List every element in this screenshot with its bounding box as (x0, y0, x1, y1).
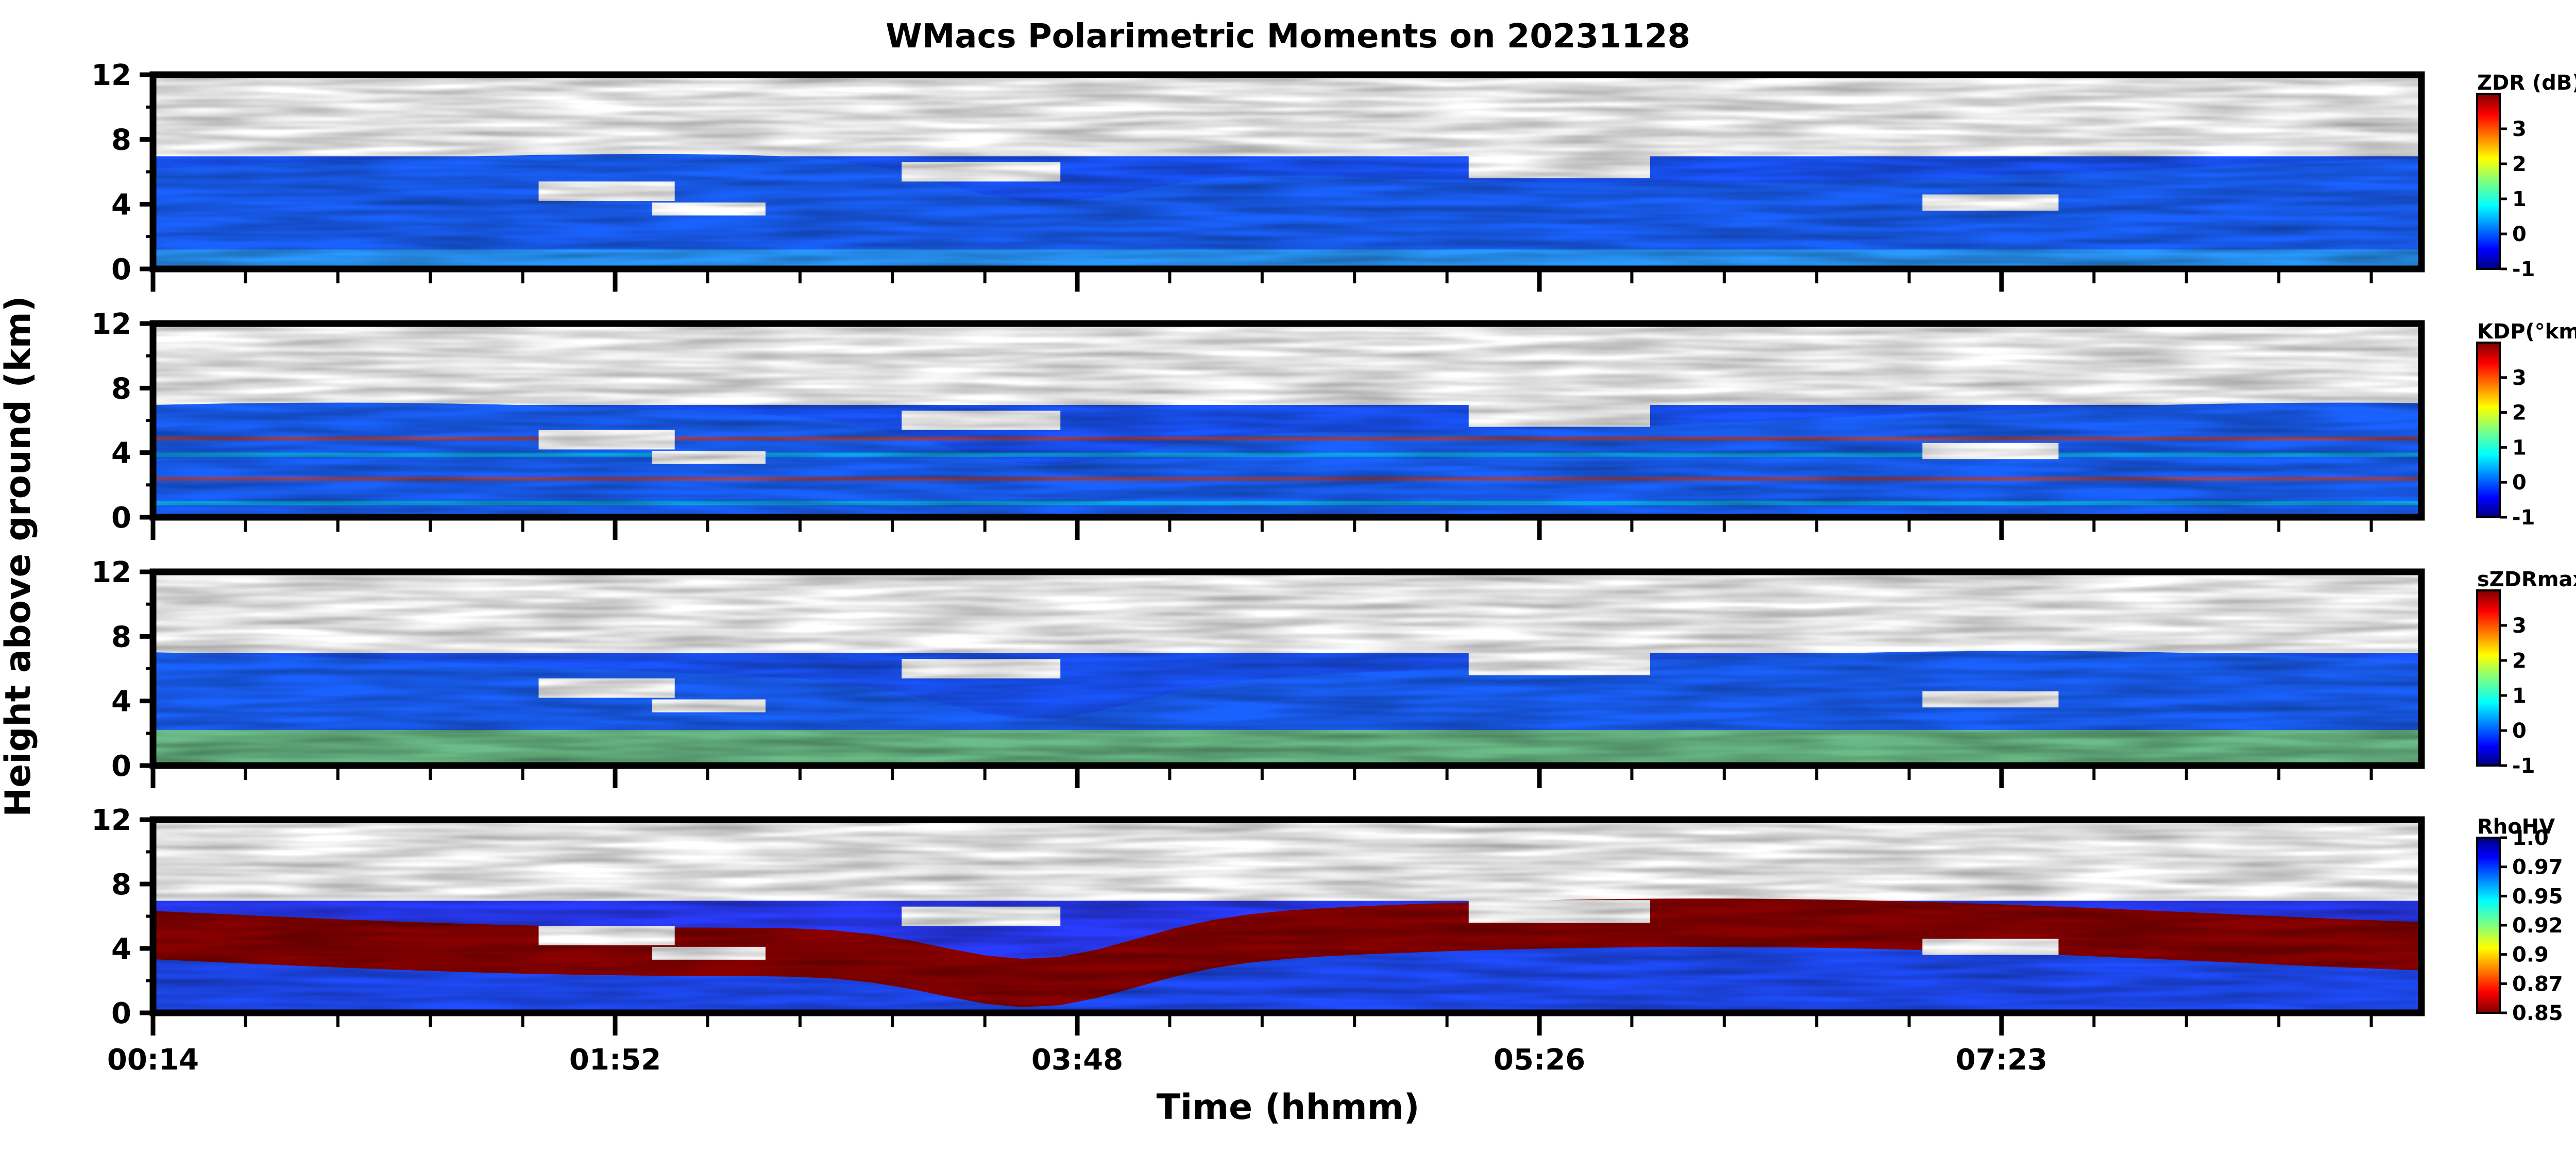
rhohv-colorbar: RhoHV 1.0 0.97 0.95 0.92 0.9 0.87 0.85 (2476, 815, 2563, 1025)
kdp-y-tick-label: 8 (111, 372, 131, 405)
kdp-colorbar-gradient (2476, 342, 2501, 518)
zdr-heatmap (153, 75, 2421, 269)
kdp-colorbar-tick-label: -1 (2512, 506, 2535, 530)
kdp-heatmap (153, 324, 2421, 517)
kdp-colorbar: KDP(°km⁻¹) 3 2 1 0 -1 (2476, 320, 2576, 530)
zdr-colorbar-tick-label: 0 (2512, 223, 2527, 246)
rhohv-x-tick-label: 05:26 (1494, 1043, 1585, 1077)
rhohv-colorbar-tick-label: 1.0 (2512, 826, 2549, 850)
kdp-colorbar-label: KDP(°km⁻¹) (2477, 320, 2576, 344)
rhohv-y-tick-label: 12 (91, 804, 131, 837)
szdrmax-heatmap (153, 572, 2421, 766)
zdr-colorbar-tick-label: 3 (2512, 117, 2527, 141)
kdp-heatmap-texture (153, 324, 2421, 517)
kdp-colorbar-tick-label: 0 (2512, 471, 2527, 495)
szdrmax-y-tick-label: 0 (111, 750, 131, 783)
rhohv-colorbar-label: RhoHV (2477, 815, 2555, 839)
kdp-colorbar-tick-label: 1 (2512, 436, 2527, 460)
szdrmax-y-tick-label: 12 (91, 556, 131, 589)
rhohv-heatmap (153, 820, 2421, 1013)
rhohv-colorbar-tick-label: 0.87 (2512, 972, 2563, 996)
kdp-y-tick-label: 12 (91, 308, 131, 341)
zdr-colorbar-tick-label: -1 (2512, 258, 2535, 281)
szdrmax-colorbar-label: sZDRmax(dB) (2477, 568, 2576, 591)
rhohv-colorbar-tick-label: 0.95 (2512, 885, 2563, 908)
rhohv-x-tick-label: 01:52 (569, 1043, 661, 1077)
zdr-colorbar-gradient (2476, 93, 2501, 270)
szdrmax-colorbar-tick-label: 3 (2512, 614, 2527, 638)
szdrmax-colorbar-gradient (2476, 589, 2501, 767)
zdr-y-tick-label: 12 (91, 59, 131, 92)
rhohv-heatmap-texture (153, 820, 2421, 1013)
rhohv-colorbar-tick-label: 0.85 (2512, 1002, 2563, 1025)
zdr-y-tick-label: 0 (111, 253, 131, 286)
rhohv-x-tick-label: 00:14 (107, 1043, 199, 1077)
zdr-colorbar-label: ZDR (dB) (2477, 71, 2576, 95)
kdp-y-tick-label: 4 (111, 437, 131, 470)
szdrmax-colorbar-tick-label: 0 (2512, 719, 2527, 743)
rhohv-colorbar-tick-label: 0.97 (2512, 856, 2563, 879)
figure-title: WMacs Polarimetric Moments on 20231128 (886, 18, 1690, 56)
panel-szdrmax: 0 4 8 12 sZDRmax(dB) 3 2 1 0 -1 (91, 556, 2576, 788)
kdp-colorbar-tick-label: 2 (2512, 401, 2527, 425)
panel-kdp: 0 4 8 12 KDP(°km⁻¹) 3 2 1 0 -1 (91, 308, 2576, 540)
szdrmax-colorbar-tick-label: -1 (2512, 754, 2535, 778)
zdr-colorbar: ZDR (dB) 3 2 1 0 -1 (2476, 71, 2576, 281)
rhohv-y-tick-label: 4 (111, 932, 131, 966)
rhohv-x-tick-label: 07:23 (1956, 1043, 2047, 1077)
rhohv-x-tick-label: 03:48 (1031, 1043, 1123, 1077)
szdrmax-colorbar: sZDRmax(dB) 3 2 1 0 -1 (2476, 568, 2576, 778)
zdr-colorbar-tick-label: 2 (2512, 152, 2527, 176)
rhohv-y-tick-label: 0 (111, 997, 131, 1030)
panel-rhohv: 0 4 8 12 00:14 01:52 03:48 05:26 07:23 R… (91, 804, 2563, 1077)
zdr-heatmap-texture (153, 75, 2421, 269)
x-axis-label: Time (hhmm) (1156, 1087, 1419, 1128)
rhohv-colorbar-tick-label: 0.9 (2512, 943, 2549, 967)
zdr-y-tick-label: 8 (111, 124, 131, 157)
kdp-y-tick-label: 0 (111, 501, 131, 535)
zdr-y-tick-label: 4 (111, 188, 131, 222)
szdrmax-colorbar-tick-label: 2 (2512, 649, 2527, 673)
szdrmax-colorbar-tick-label: 1 (2512, 684, 2527, 708)
szdrmax-y-tick-label: 8 (111, 620, 131, 654)
rhohv-colorbar-gradient (2476, 837, 2501, 1014)
szdrmax-heatmap-texture (153, 572, 2421, 766)
szdrmax-y-tick-label: 4 (111, 685, 131, 719)
rhohv-y-tick-label: 8 (111, 868, 131, 902)
rhohv-colorbar-tick-label: 0.92 (2512, 914, 2563, 938)
zdr-colorbar-tick-label: 1 (2512, 188, 2527, 211)
panel-zdr: 0 4 8 12 ZDR (dB) 3 2 1 0 -1 (91, 59, 2576, 292)
y-axis-label: Height above ground (km) (0, 296, 39, 817)
kdp-colorbar-tick-label: 3 (2512, 366, 2527, 390)
